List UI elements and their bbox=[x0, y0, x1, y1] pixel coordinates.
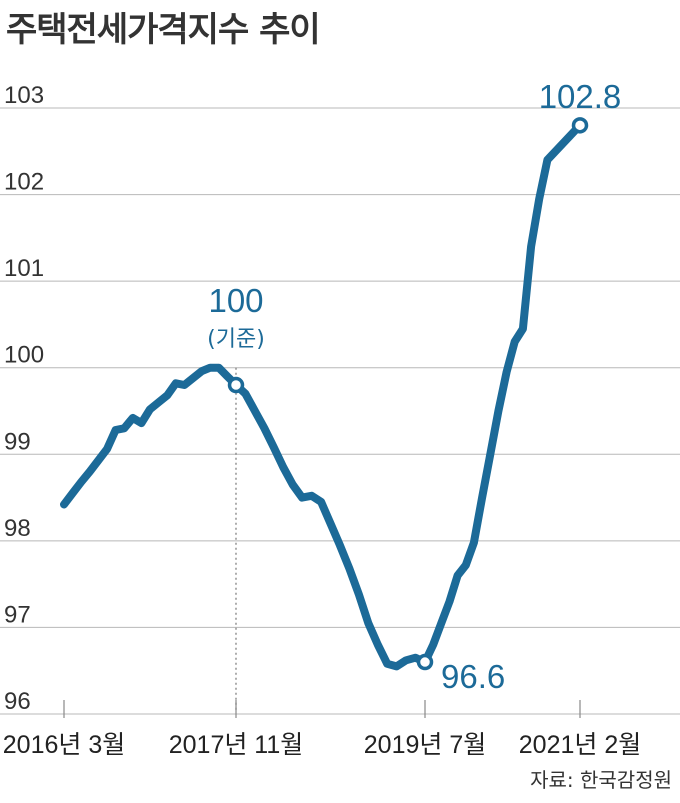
series-layer bbox=[60, 121, 584, 671]
x-tick-label: 2016년 3월 bbox=[3, 731, 125, 759]
chart-title: 주택전세가격지수 추이 bbox=[6, 10, 321, 50]
y-tick-label: 103 bbox=[4, 82, 44, 109]
annotation-value: 96.6 bbox=[441, 658, 505, 695]
y-tick-label: 100 bbox=[4, 342, 44, 369]
source-note: 자료: 한국감정원 bbox=[530, 768, 672, 792]
y-tick-label: 99 bbox=[4, 428, 31, 455]
y-tick-label: 102 bbox=[4, 169, 44, 196]
y-axis-ticks: 96 97 98 99 100 101 102 103 bbox=[4, 82, 44, 715]
x-tick-label: 2017년 11월 bbox=[169, 731, 304, 759]
x-axis: 2016년 3월 2017년 11월 2019년 7월 2021년 2월 bbox=[3, 367, 641, 759]
annotation-value: 102.8 bbox=[539, 78, 622, 115]
y-tick-label: 101 bbox=[4, 255, 44, 282]
y-tick-label: 98 bbox=[4, 515, 31, 542]
series-line bbox=[60, 121, 584, 671]
annotations: 100 (기준) 96.6 102.8 bbox=[207, 78, 621, 695]
x-tick-label: 2021년 2월 bbox=[519, 731, 641, 759]
annotation-marker bbox=[227, 376, 245, 394]
annotation-marker bbox=[571, 117, 589, 134]
x-tick-label: 2019년 7월 bbox=[364, 731, 486, 759]
annotation-sub: (기준) bbox=[207, 327, 265, 352]
y-tick-label: 96 bbox=[4, 688, 31, 715]
gridlines bbox=[0, 107, 680, 715]
annotation-value: 100 bbox=[208, 282, 263, 319]
annotation-marker bbox=[416, 653, 434, 671]
y-tick-label: 97 bbox=[4, 601, 31, 628]
